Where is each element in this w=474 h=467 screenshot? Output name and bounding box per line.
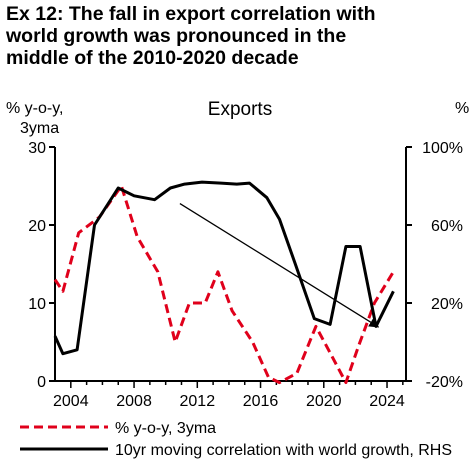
series-line-1 — [53, 184, 395, 385]
x-tick-label-2016: 2016 — [243, 393, 279, 410]
title-line-1: Ex 12: The fall in export correlation wi… — [6, 3, 376, 25]
x-tick-label-2024: 2024 — [369, 393, 405, 410]
chart-title: Exports — [208, 99, 272, 120]
series-layer — [53, 180, 395, 385]
x-tick-label-2008: 2008 — [116, 393, 152, 410]
left-tick-label-20: 20 — [28, 218, 46, 235]
left-tick-label-30: 30 — [28, 140, 46, 157]
right-axis-label: % — [455, 100, 469, 117]
left-axis-label-line-1: % y-o-y, — [6, 100, 63, 117]
right-tick-label-100: 100% — [422, 140, 463, 157]
left-tick-label-0: 0 — [37, 374, 46, 391]
title-line-3: middle of the 2010-2020 decade — [6, 47, 299, 69]
legend-label-1: % y-o-y, 3yma — [115, 420, 216, 437]
legend: % y-o-y, 3yma 10yr moving correlation wit… — [20, 420, 452, 459]
x-tick-label-2012: 2012 — [180, 393, 216, 410]
right-tick-label-20: 20% — [431, 296, 463, 313]
axes-group: 0 10 20 30 -20% 20% 60% 100% 2004 2008 2012 2016 202… — [28, 140, 463, 410]
x-tick-label-2020: 2020 — [306, 393, 342, 410]
figure-title: Ex 12: The fall in export correlation wi… — [6, 3, 468, 69]
right-tick-label--20: -20% — [426, 374, 463, 391]
left-axis-label-line-2: 3yma — [20, 120, 59, 137]
right-tick-label-60: 60% — [431, 218, 463, 235]
trend-arrow-1 — [179, 202, 380, 328]
left-tick-label-10: 10 — [28, 296, 46, 313]
x-tick-label-2004: 2004 — [53, 393, 89, 410]
legend-label-2: 10yr moving correlation with world growt… — [115, 442, 452, 459]
title-line-2: world growth was pronounced in the — [6, 25, 347, 47]
series-line-2 — [53, 180, 395, 356]
